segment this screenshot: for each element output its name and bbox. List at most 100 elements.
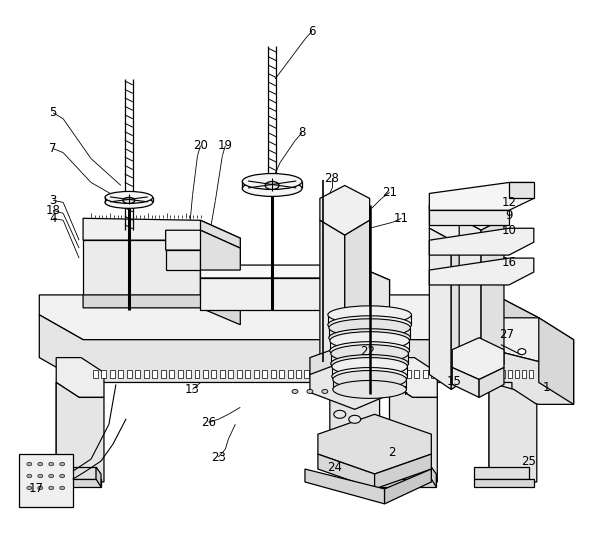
Polygon shape [228,370,233,378]
Ellipse shape [329,329,411,346]
Polygon shape [135,370,140,378]
Polygon shape [430,210,509,225]
Ellipse shape [332,368,408,385]
Text: 8: 8 [298,126,306,139]
Ellipse shape [105,191,153,203]
Polygon shape [489,383,537,482]
Text: 22: 22 [360,345,375,358]
Polygon shape [430,193,474,240]
Polygon shape [452,337,504,380]
Ellipse shape [265,181,279,190]
Polygon shape [102,370,107,378]
Ellipse shape [27,474,32,478]
Polygon shape [473,370,477,378]
Polygon shape [489,383,512,482]
Polygon shape [169,370,174,378]
Ellipse shape [333,380,406,399]
Polygon shape [201,220,240,295]
Ellipse shape [332,358,408,375]
Polygon shape [161,370,165,378]
Polygon shape [220,370,225,378]
Polygon shape [41,467,96,479]
Polygon shape [332,366,408,376]
Polygon shape [271,370,275,378]
Polygon shape [203,370,208,378]
Polygon shape [474,479,534,487]
Text: 28: 28 [324,172,339,185]
Polygon shape [414,370,419,378]
Ellipse shape [123,197,135,203]
Polygon shape [481,219,504,378]
Ellipse shape [242,181,302,196]
Polygon shape [83,295,240,325]
Text: 18: 18 [46,204,61,217]
Polygon shape [364,370,369,378]
Ellipse shape [334,410,346,418]
Polygon shape [390,383,437,482]
Ellipse shape [49,474,54,478]
Polygon shape [430,258,534,285]
Ellipse shape [27,462,32,466]
Polygon shape [56,358,104,398]
Text: 24: 24 [327,460,342,474]
Polygon shape [459,219,481,378]
Polygon shape [347,370,352,378]
Ellipse shape [329,319,411,337]
Polygon shape [287,370,293,378]
Text: 12: 12 [502,196,516,209]
Polygon shape [390,383,412,482]
Polygon shape [186,370,191,378]
Ellipse shape [518,349,526,355]
Polygon shape [375,467,431,479]
Polygon shape [318,414,431,474]
Polygon shape [375,479,436,487]
Text: 16: 16 [502,256,516,269]
Text: 25: 25 [521,455,536,468]
Polygon shape [451,229,474,389]
Polygon shape [480,370,484,378]
Polygon shape [515,370,519,378]
Polygon shape [262,370,267,378]
Text: 3: 3 [49,194,57,207]
Polygon shape [279,370,284,378]
Polygon shape [201,265,390,295]
Ellipse shape [328,306,411,324]
Text: 27: 27 [499,328,515,341]
Polygon shape [310,358,394,409]
Polygon shape [539,318,574,404]
Text: 1: 1 [543,381,550,394]
Ellipse shape [49,462,54,466]
Polygon shape [310,342,394,393]
Polygon shape [39,315,539,383]
Ellipse shape [330,342,409,360]
Polygon shape [56,383,104,482]
Polygon shape [355,370,360,378]
Ellipse shape [242,173,302,190]
Text: 17: 17 [29,483,44,495]
Polygon shape [495,295,539,383]
Polygon shape [487,370,491,378]
Polygon shape [127,370,132,378]
Polygon shape [389,370,394,378]
Text: 5: 5 [49,106,57,120]
Ellipse shape [330,332,409,350]
Ellipse shape [38,474,43,478]
Ellipse shape [307,389,313,394]
Polygon shape [333,380,406,389]
Polygon shape [320,186,369,235]
Polygon shape [474,467,529,479]
Ellipse shape [105,196,153,208]
Polygon shape [430,182,534,210]
Polygon shape [397,370,402,378]
Polygon shape [381,370,386,378]
Ellipse shape [38,462,43,466]
Polygon shape [152,370,157,378]
Ellipse shape [38,486,43,490]
Text: 14: 14 [394,385,409,398]
Polygon shape [237,370,242,378]
Polygon shape [177,370,183,378]
Text: 15: 15 [447,375,462,388]
Polygon shape [452,368,479,398]
Polygon shape [211,370,217,378]
Polygon shape [83,240,201,295]
